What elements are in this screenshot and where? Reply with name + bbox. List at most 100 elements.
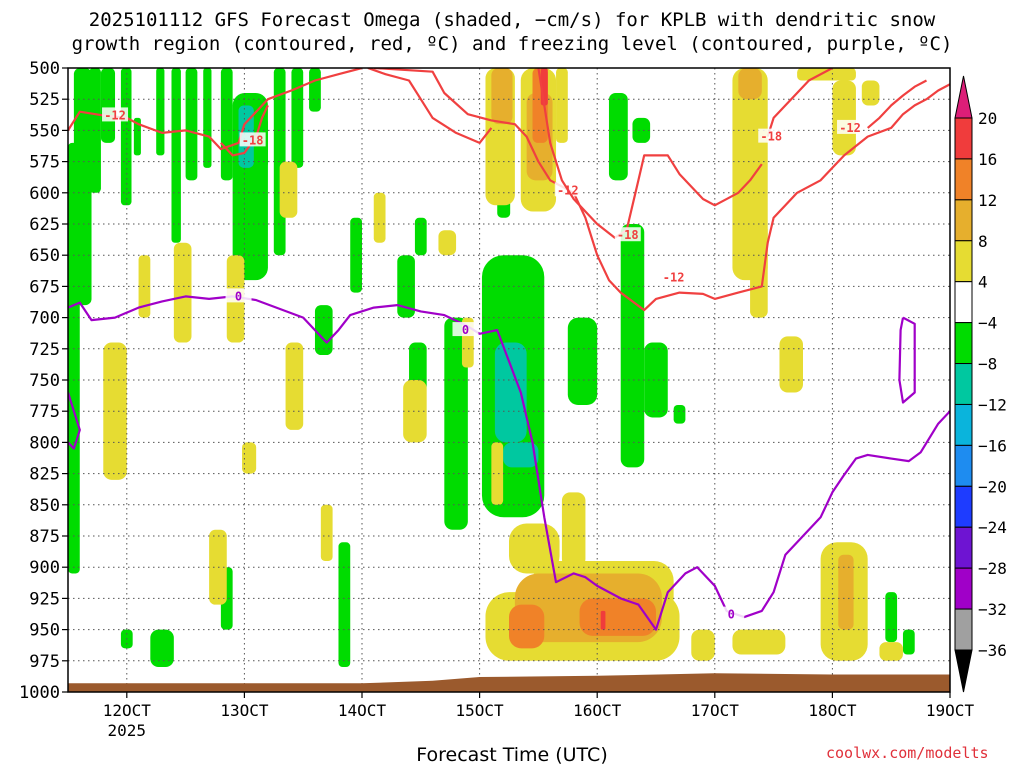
dgz-contour-5 [367, 68, 493, 144]
x-tick-label: 16OCT [573, 701, 622, 720]
x-tick-label: 14OCT [338, 701, 387, 720]
freezing-contour-label-1: 0 [235, 289, 242, 303]
colorbar-label: −20 [978, 477, 1007, 496]
colorbar-label: 4 [978, 273, 988, 292]
omega-region-green [608, 92, 628, 181]
colorbar-bin [954, 567, 973, 610]
y-tick-label: 900 [29, 558, 60, 578]
y-tick-label: 600 [29, 184, 60, 204]
credit-link[interactable]: coolwx.com/modelts [826, 744, 989, 762]
omega-region-yellow [832, 80, 856, 156]
y-tick-label: 650 [29, 246, 60, 266]
y-tick-label: 550 [29, 121, 60, 141]
omega-region-orange-light [491, 68, 513, 125]
omega-region-yellow [750, 224, 768, 318]
omega-region-yellow [861, 80, 880, 106]
y-tick-label: 775 [29, 402, 60, 422]
omega-region-yellow [691, 629, 715, 661]
y-tick-label: 950 [29, 621, 60, 641]
omega-shading-layer [68, 68, 915, 668]
colorbar-label: −16 [978, 436, 1007, 455]
omega-region-yellow [438, 230, 457, 256]
omega-region-yellow [279, 161, 298, 218]
colorbar-bin [954, 608, 973, 651]
colorbar-label: 20 [978, 109, 997, 128]
omega-region-orange [579, 598, 656, 636]
freezing-contour-2 [68, 392, 81, 450]
colorbar-label: 8 [978, 232, 988, 251]
x-tick-label: 13OCT [220, 701, 269, 720]
dgz-contour-label-bg-5 [837, 119, 864, 134]
y-tick-label: 975 [29, 652, 60, 672]
omega-region-orange [509, 604, 545, 649]
x-tick-label: 18OCT [808, 701, 857, 720]
y-tick-label: 625 [29, 215, 60, 235]
colorbar-label: 12 [978, 191, 997, 210]
x-tick-label: 19OCT [926, 701, 975, 720]
x-year-label: 2025 [108, 721, 147, 740]
freezing-contour-label-bg-1 [225, 288, 252, 303]
y-tick-label: 825 [29, 465, 60, 485]
omega-region-green [171, 68, 181, 243]
omega-region-green [632, 117, 651, 143]
dgz-contour-7 [866, 79, 928, 129]
omega-region-green [644, 342, 668, 418]
omega-region-green [620, 224, 645, 468]
dgz-contour-label-6: -18 [760, 130, 782, 144]
y-tick-label: 800 [29, 433, 60, 453]
dendritic-growth-contours: -12-18-12-18-12-18-12 [68, 68, 950, 312]
colorbar-bin [954, 117, 973, 160]
colorbar-bin [954, 444, 973, 487]
omega-region-orange-light [738, 68, 762, 100]
colorbar-label: −24 [978, 518, 1007, 537]
omega-region-green [885, 592, 898, 643]
omega-region-yellow [209, 529, 227, 605]
omega-region-green [73, 68, 92, 306]
x-tick-label: 15OCT [456, 701, 505, 720]
dgz-contour-label-2: -18 [242, 133, 264, 147]
omega-region-green [220, 68, 233, 181]
omega-region-yellow [732, 629, 786, 655]
omega-region-green [120, 68, 132, 206]
omega-region-green [150, 629, 174, 668]
omega-region-green [567, 317, 598, 405]
omega-region-green [350, 217, 362, 293]
x-axis-label: Forecast Time (UTC) [416, 744, 608, 766]
dgz-contour-label-bg-4 [614, 227, 641, 242]
terrain-fill [68, 673, 950, 692]
omega-region-teal [503, 442, 539, 468]
dgz-contour-4 [537, 68, 763, 239]
colorbar-bin [954, 240, 973, 283]
dgz-contour-label-1: -12 [104, 108, 126, 122]
omega-region-yellow [320, 504, 333, 561]
omega-region-yellow [373, 192, 386, 243]
colorbar-bin [954, 403, 973, 446]
y-tick-label: 850 [29, 496, 60, 516]
dgz-contour-label-bg-1 [102, 107, 129, 122]
freezing-contour-label-2: 0 [462, 323, 469, 337]
freezing-contour-3 [898, 316, 916, 404]
colorbar-label: −32 [978, 600, 1007, 619]
x-tick-label: 12OCT [103, 701, 152, 720]
chart-title-line-2: growth region (contoured, red, ºC) and f… [71, 33, 953, 55]
y-tick-label: 1000 [19, 683, 60, 703]
omega-region-yellow [779, 336, 803, 393]
colorbar-label: −36 [978, 641, 1007, 660]
omega-region-green [133, 117, 141, 156]
omega-region-yellow [879, 642, 903, 661]
colorbar-label: −4 [978, 314, 997, 333]
colorbar-bin [954, 158, 973, 201]
colorbar-bin [954, 322, 973, 365]
omega-region-green [89, 68, 101, 193]
omega-region-green [314, 305, 333, 356]
omega-region-yellow [561, 492, 586, 568]
colorbar-bin [954, 199, 973, 242]
y-tick-label: 750 [29, 371, 60, 391]
colorbar-bin [954, 526, 973, 569]
omega-region-yellow [242, 442, 257, 474]
omega-region-green [203, 68, 212, 168]
dgz-contour-label-bg-6 [758, 128, 785, 143]
dgz-contour-6 [766, 68, 833, 137]
omega-region-green [673, 404, 686, 424]
